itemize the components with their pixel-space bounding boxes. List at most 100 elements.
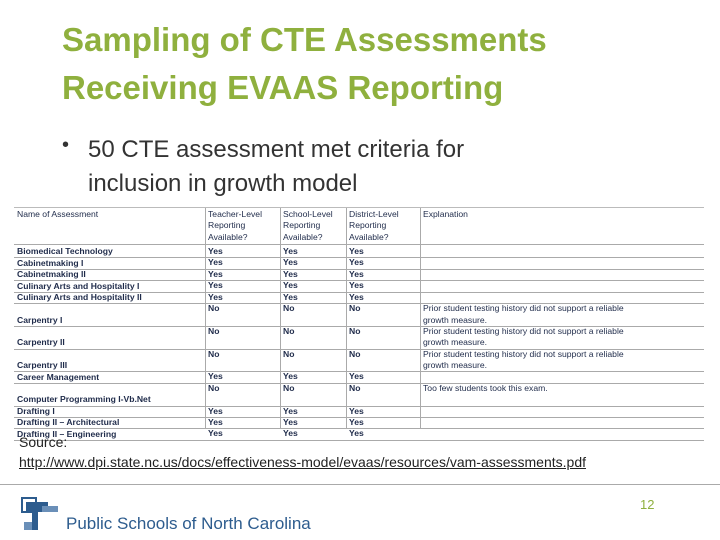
assessment-table: Name of Assessment Teacher-Level Reporting… <box>14 207 704 441</box>
row-rule <box>14 428 704 430</box>
name-cell: Drafting I <box>17 405 55 416</box>
header-cell: Reporting <box>208 220 246 231</box>
explanation-cell: Prior student testing history did not su… <box>423 348 624 359</box>
header-cell: Available? <box>208 231 248 242</box>
name-cell: Carpentry III <box>17 360 68 371</box>
column-rule <box>205 208 206 429</box>
row-rule <box>14 280 704 282</box>
bullet-line: inclusion in growth model <box>88 170 358 197</box>
row-rule <box>14 416 704 418</box>
name-cell: Cabinetmaking II <box>17 269 86 280</box>
value-cell: Yes <box>283 291 298 302</box>
value-cell: No <box>283 382 295 393</box>
value-cell: No <box>283 303 295 314</box>
name-cell: Computer Programming I-Vb.Net <box>17 394 151 405</box>
value-cell: Yes <box>208 416 223 427</box>
explanation-cell: Prior student testing history did not su… <box>423 325 624 336</box>
name-cell: Biomedical Technology <box>17 246 113 257</box>
value-cell: Yes <box>283 428 298 439</box>
header-cell: Teacher-Level <box>208 209 262 219</box>
value-cell: Yes <box>349 416 364 427</box>
header-cell: Explanation <box>423 209 468 219</box>
explanation-cell: Too few students took this exam. <box>423 382 548 393</box>
value-cell: Yes <box>349 371 364 382</box>
logo <box>21 497 58 530</box>
source-url[interactable]: http://www.dpi.state.nc.us/docs/effectiv… <box>19 454 586 470</box>
row-rule <box>14 405 704 407</box>
value-cell: Yes <box>283 268 298 279</box>
name-cell: Culinary Arts and Hospitality II <box>17 291 142 302</box>
column-rule <box>346 208 347 429</box>
bullet: 50 CTE assessment met criteria for inclu… <box>88 133 464 201</box>
header-cell: Name of Assessment <box>17 209 99 219</box>
value-cell: Yes <box>349 257 364 268</box>
column-rule <box>280 208 281 429</box>
name-cell: Carpentry I <box>17 314 63 325</box>
value-cell: No <box>208 325 220 336</box>
name-cell: Drafting II – Architectural <box>17 417 120 428</box>
value-cell: Yes <box>208 280 223 291</box>
title: Sampling of CTE Assessments Receiving EV… <box>62 16 547 112</box>
name-cell: Culinary Arts and Hospitality I <box>17 280 140 291</box>
value-cell: No <box>349 303 361 314</box>
row-rule <box>14 268 704 270</box>
header-cell: Reporting <box>349 220 387 231</box>
value-cell: Yes <box>349 280 364 291</box>
explanation-cell: growth measure. <box>423 359 488 370</box>
page-number: 12 <box>640 497 655 512</box>
value-cell: No <box>349 382 361 393</box>
source-label: Source: <box>19 434 68 450</box>
value-cell: Yes <box>208 428 223 439</box>
value-cell: Yes <box>208 405 223 416</box>
row-rule <box>14 291 704 293</box>
value-cell: No <box>208 303 220 314</box>
row-rule <box>14 257 704 259</box>
row-rule <box>14 371 704 373</box>
value-cell: Yes <box>349 246 364 256</box>
value-cell: No <box>208 348 220 359</box>
title-line: Sampling of CTE Assessments <box>62 21 547 58</box>
value-cell: Yes <box>208 291 223 302</box>
explanation-cell: Prior student testing history did not su… <box>423 303 624 314</box>
value-cell: Yes <box>208 257 223 268</box>
name-cell: Cabinetmaking I <box>17 257 84 268</box>
row-rule <box>14 439 704 441</box>
value-cell: No <box>208 382 220 393</box>
row-rule <box>14 325 704 327</box>
name-cell: Career Management <box>17 371 100 382</box>
value-cell: No <box>349 348 361 359</box>
value-cell: Yes <box>349 405 364 416</box>
name-cell: Carpentry II <box>17 337 65 348</box>
title-line: Receiving EVAAS Reporting <box>62 69 504 106</box>
header-cell: Available? <box>283 231 323 242</box>
name-cell: Drafting II – Engineering <box>17 428 117 439</box>
value-cell: Yes <box>283 246 298 256</box>
column-rule <box>420 208 421 429</box>
row-rule <box>14 348 704 350</box>
value-cell: Yes <box>208 246 223 256</box>
header-cell: District-Level <box>349 209 399 219</box>
value-cell: No <box>283 325 295 336</box>
value-cell: Yes <box>349 428 364 439</box>
value-cell: Yes <box>283 416 298 427</box>
value-cell: Yes <box>349 268 364 279</box>
header-cell: School-Level <box>283 209 333 219</box>
value-cell: Yes <box>283 405 298 416</box>
footer-rule <box>0 484 720 485</box>
value-cell: Yes <box>208 371 223 382</box>
value-cell: No <box>349 325 361 336</box>
explanation-cell: growth measure. <box>423 337 488 348</box>
value-cell: Yes <box>283 257 298 268</box>
row-rule <box>14 382 704 384</box>
value-cell: Yes <box>283 371 298 382</box>
value-cell: Yes <box>283 280 298 291</box>
value-cell: Yes <box>208 268 223 279</box>
value-cell: No <box>283 348 295 359</box>
row-rule <box>14 303 704 305</box>
source: Source: http://www.dpi.state.nc.us/docs/… <box>19 432 586 472</box>
header-cell: Available? <box>349 231 389 242</box>
bullet-dot: • <box>62 134 70 156</box>
row-rule <box>14 244 704 245</box>
header-cell: Reporting <box>283 220 321 231</box>
